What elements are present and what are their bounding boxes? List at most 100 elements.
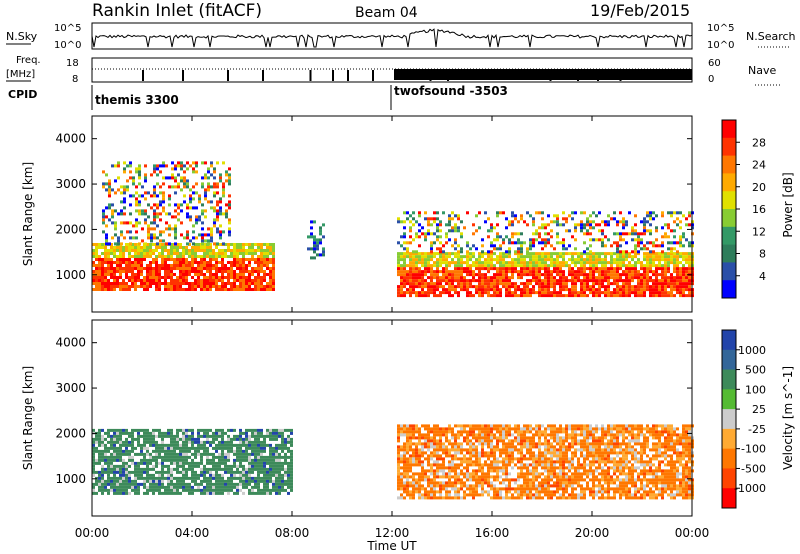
velocity-cell [110,464,113,468]
velocity-cell [284,437,287,441]
power-cell [138,242,141,246]
power-cell [538,261,541,265]
power-cell [529,252,532,256]
power-cell [412,282,415,286]
power-cell [409,255,412,259]
power-cell [436,247,439,251]
power-cell [421,291,424,295]
velocity-cell [98,437,101,441]
velocity-cell [107,467,110,471]
power-cell [643,255,646,259]
power-cell [222,188,225,192]
power-cell [206,264,209,267]
velocity-cell [131,431,134,435]
power-cell [101,282,104,285]
velocity-cell [218,491,221,495]
power-cell [634,294,637,298]
power-cell [108,185,111,189]
power-cell [481,267,484,271]
power-cell [508,238,511,242]
power-cell [655,270,658,274]
velocity-cell [131,446,134,450]
power-cell [221,249,224,252]
velocity-cell [433,490,436,494]
power-cell [643,247,646,251]
power-cell [532,220,535,224]
power-cell [622,220,625,224]
power-cell [583,294,586,298]
velocity-cell [134,467,137,471]
power-cell [616,288,619,292]
power-cell [583,276,586,280]
velocity-cell [281,449,284,453]
velocity-cell [92,470,95,474]
power-cell [580,264,583,268]
power-cell [113,270,116,273]
power-cell [113,276,116,279]
power-cell [221,288,224,291]
power-cell [667,264,670,268]
power-cell [424,285,427,289]
velocity-cell [427,493,430,497]
power-cell [577,291,580,295]
power-cell [547,258,550,262]
power-cell [403,226,406,230]
power-cell [421,282,424,286]
power-cell [478,288,481,292]
velocity-cell [260,428,263,432]
power-cell [156,164,159,168]
power-cell [616,264,619,268]
power-cell [245,264,248,267]
power-cell [322,250,325,254]
power-cell [272,255,275,258]
power-cell [260,279,263,282]
velocity-cell [185,446,188,450]
velocity-cell [227,488,230,492]
power-cell [481,279,484,283]
power-cell [553,285,556,289]
power-cell [469,273,472,277]
velocity-cell [188,455,191,459]
velocity-cell [128,470,131,474]
velocity-cell [98,479,101,483]
power-cell [194,285,197,288]
velocity-cell [424,424,427,428]
power-cell [682,235,685,239]
power-cell [574,270,577,274]
power-cell [213,221,216,225]
power-cell [442,288,445,292]
velocity-cell [254,464,257,468]
velocity-cell [406,424,409,428]
power-cell [156,182,159,186]
velocity-cell [403,451,406,455]
power-cell [403,258,406,262]
velocity-cell [182,449,185,453]
power-cell [248,279,251,282]
velocity-cell [454,484,457,488]
velocity-cell [263,473,266,477]
power-cell [167,273,170,276]
power-cell [164,285,167,288]
velocity-cell [227,479,230,483]
power-cell [595,255,598,259]
power-cell [526,250,529,254]
velocity-cell [245,440,248,444]
power-cell [499,261,502,265]
velocity-cell [230,488,233,492]
power-cell [424,291,427,295]
power-cell [251,255,254,258]
power-cell [179,288,182,291]
power-cell [98,270,101,273]
velocity-cell [143,491,146,495]
power-cell [562,252,565,256]
velocity-cell [248,461,251,465]
velocity-cell [149,455,152,459]
power-cell [213,191,216,195]
power-cell [206,288,209,291]
power-cell [197,279,200,282]
velocity-cell [266,476,269,480]
power-cell [403,264,406,268]
velocity-cell [260,440,263,444]
power-cell [655,282,658,286]
power-cell [613,241,616,245]
